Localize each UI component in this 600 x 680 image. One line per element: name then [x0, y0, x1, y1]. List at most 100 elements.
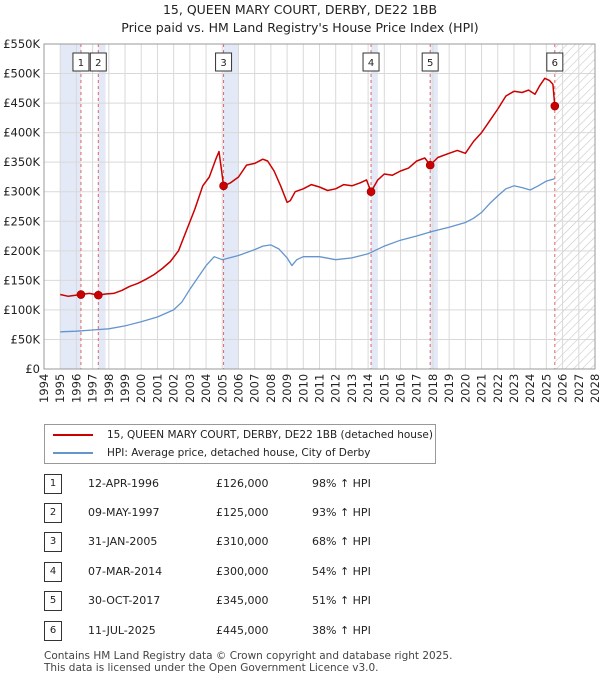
legend-label-property: 15, QUEEN MARY COURT, DERBY, DE22 1BB (d…	[107, 429, 433, 441]
x-tick-label: 2007	[248, 374, 262, 403]
y-tick-label: £200K	[3, 244, 40, 258]
legend: 15, QUEEN MARY COURT, DERBY, DE22 1BB (d…	[44, 424, 436, 464]
y-tick-label: £100K	[3, 303, 40, 317]
y-tick-label: £250K	[3, 214, 40, 228]
x-tick-label: 2012	[329, 374, 343, 403]
shaded-period	[60, 44, 81, 369]
footer-license: This data is licensed under the Open Gov…	[44, 662, 379, 674]
sale-label-box	[546, 52, 564, 72]
sale-number-badge: 2	[44, 503, 62, 523]
sale-label: 2	[89, 52, 107, 72]
sale-label: 5	[421, 52, 439, 72]
sale-number-badge: 5	[44, 591, 62, 611]
sale-date: 11-JUL-2025	[88, 624, 156, 637]
x-tick-label: 2002	[167, 374, 181, 403]
sale-date: 09-MAY-1997	[88, 506, 160, 519]
table-row: 3 31-JAN-2005 £310,000 68% ↑ HPI	[44, 532, 464, 552]
y-tick-label: £50K	[11, 332, 41, 346]
sale-number-badge: 3	[44, 532, 62, 552]
x-tick-label: 2019	[442, 374, 456, 403]
x-tick-label: 2021	[475, 374, 489, 403]
x-tick-label: 2016	[394, 374, 408, 403]
x-tick-label: 2023	[507, 374, 521, 403]
table-row: 1 12-APR-1996 £126,000 98% ↑ HPI	[44, 474, 464, 494]
sale-date: 31-JAN-2005	[88, 535, 158, 548]
chart-subtitle: Price paid vs. HM Land Registry's House …	[121, 20, 479, 35]
property-series-line	[60, 77, 556, 298]
y-tick-label: £300K	[3, 185, 40, 199]
y-tick-label: £450K	[3, 96, 40, 110]
x-tick-label: 2022	[491, 374, 505, 403]
sale-price: £300,000	[216, 565, 269, 578]
x-tick-label: 2028	[588, 374, 600, 403]
sale-label-text: 3	[220, 58, 226, 69]
sale-label-box	[421, 52, 439, 72]
table-row: 6 11-JUL-2025 £445,000 38% ↑ HPI	[44, 621, 464, 641]
x-tick-label: 2005	[215, 374, 229, 403]
x-tick-label: 2004	[199, 374, 213, 403]
sale-hpi-diff: 38% ↑ HPI	[312, 624, 371, 637]
footer-copyright: Contains HM Land Registry data © Crown c…	[44, 650, 453, 662]
sale-price: £125,000	[216, 506, 269, 519]
y-tick-label: £150K	[3, 273, 40, 287]
x-tick-label: 2018	[426, 374, 440, 403]
sale-point	[366, 187, 376, 197]
sale-label-box	[89, 52, 107, 72]
x-tick-label: 2027	[572, 374, 586, 403]
x-tick-label: 2015	[377, 374, 391, 403]
x-tick-label: 2024	[523, 374, 537, 403]
sale-point	[425, 160, 435, 170]
x-tick-label: 1999	[118, 374, 132, 403]
shaded-period	[98, 44, 106, 369]
x-tick-label: 2003	[183, 374, 197, 403]
sale-label: 1	[72, 52, 90, 72]
sale-price: £126,000	[216, 477, 269, 490]
sale-hpi-diff: 98% ↑ HPI	[312, 477, 371, 490]
chart-area: £0 £50K £100K £150K £200K £250K £300K £350K £400…	[3, 37, 600, 403]
table-row: 2 09-MAY-1997 £125,000 93% ↑ HPI	[44, 503, 464, 523]
sale-point	[76, 290, 86, 299]
sale-label-box	[215, 52, 233, 72]
legend-item-hpi: HPI: Average price, detached house, City…	[53, 445, 370, 461]
y-tick-label: £350K	[3, 155, 40, 169]
sale-number-badge: 6	[44, 621, 62, 641]
y-tick-label: £400K	[3, 126, 40, 140]
x-tick-label: 2026	[556, 374, 570, 403]
sale-hpi-diff: 51% ↑ HPI	[312, 594, 371, 607]
future-hatch-region	[554, 44, 595, 369]
sale-date: 30-OCT-2017	[88, 594, 161, 607]
hpi-series-line	[60, 178, 555, 333]
x-tick-label: 1996	[69, 374, 83, 403]
x-tick-label: 1995	[53, 374, 67, 403]
sale-hpi-diff: 54% ↑ HPI	[312, 565, 371, 578]
x-tick-label: 1997	[86, 374, 100, 403]
sale-number-badge: 4	[44, 562, 62, 582]
shaded-period	[430, 44, 438, 369]
y-tick-label: £0	[25, 362, 40, 376]
y-tick-label: £550K	[3, 37, 40, 51]
sale-point	[219, 181, 228, 191]
legend-swatch-property	[53, 434, 93, 436]
sale-point	[550, 101, 560, 111]
y-tick-label: £500K	[3, 67, 40, 81]
x-tick-label: 2010	[296, 374, 310, 403]
sale-date: 12-APR-1996	[88, 477, 160, 490]
sale-hpi-diff: 93% ↑ HPI	[312, 506, 371, 519]
sale-price: £445,000	[216, 624, 269, 637]
sale-label-text: 6	[552, 58, 558, 69]
x-tick-label: 1998	[102, 374, 116, 403]
sale-price: £345,000	[216, 594, 269, 607]
x-tick-label: 2011	[313, 374, 327, 403]
sale-label: 3	[215, 52, 233, 72]
x-tick-label: 1994	[37, 374, 51, 403]
chart-title: 15, QUEEN MARY COURT, DERBY, DE22 1BB	[162, 2, 438, 17]
x-tick-label: 2025	[539, 374, 553, 403]
sale-label: 4	[362, 52, 380, 72]
x-tick-label: 2008	[264, 374, 278, 403]
sale-label-text: 2	[95, 58, 101, 69]
x-tick-label: 2009	[280, 374, 294, 403]
table-row: 4 07-MAR-2014 £300,000 54% ↑ HPI	[44, 562, 464, 582]
plot-frame	[43, 43, 596, 370]
shaded-period	[223, 44, 239, 369]
x-tick-label: 2000	[134, 374, 148, 403]
